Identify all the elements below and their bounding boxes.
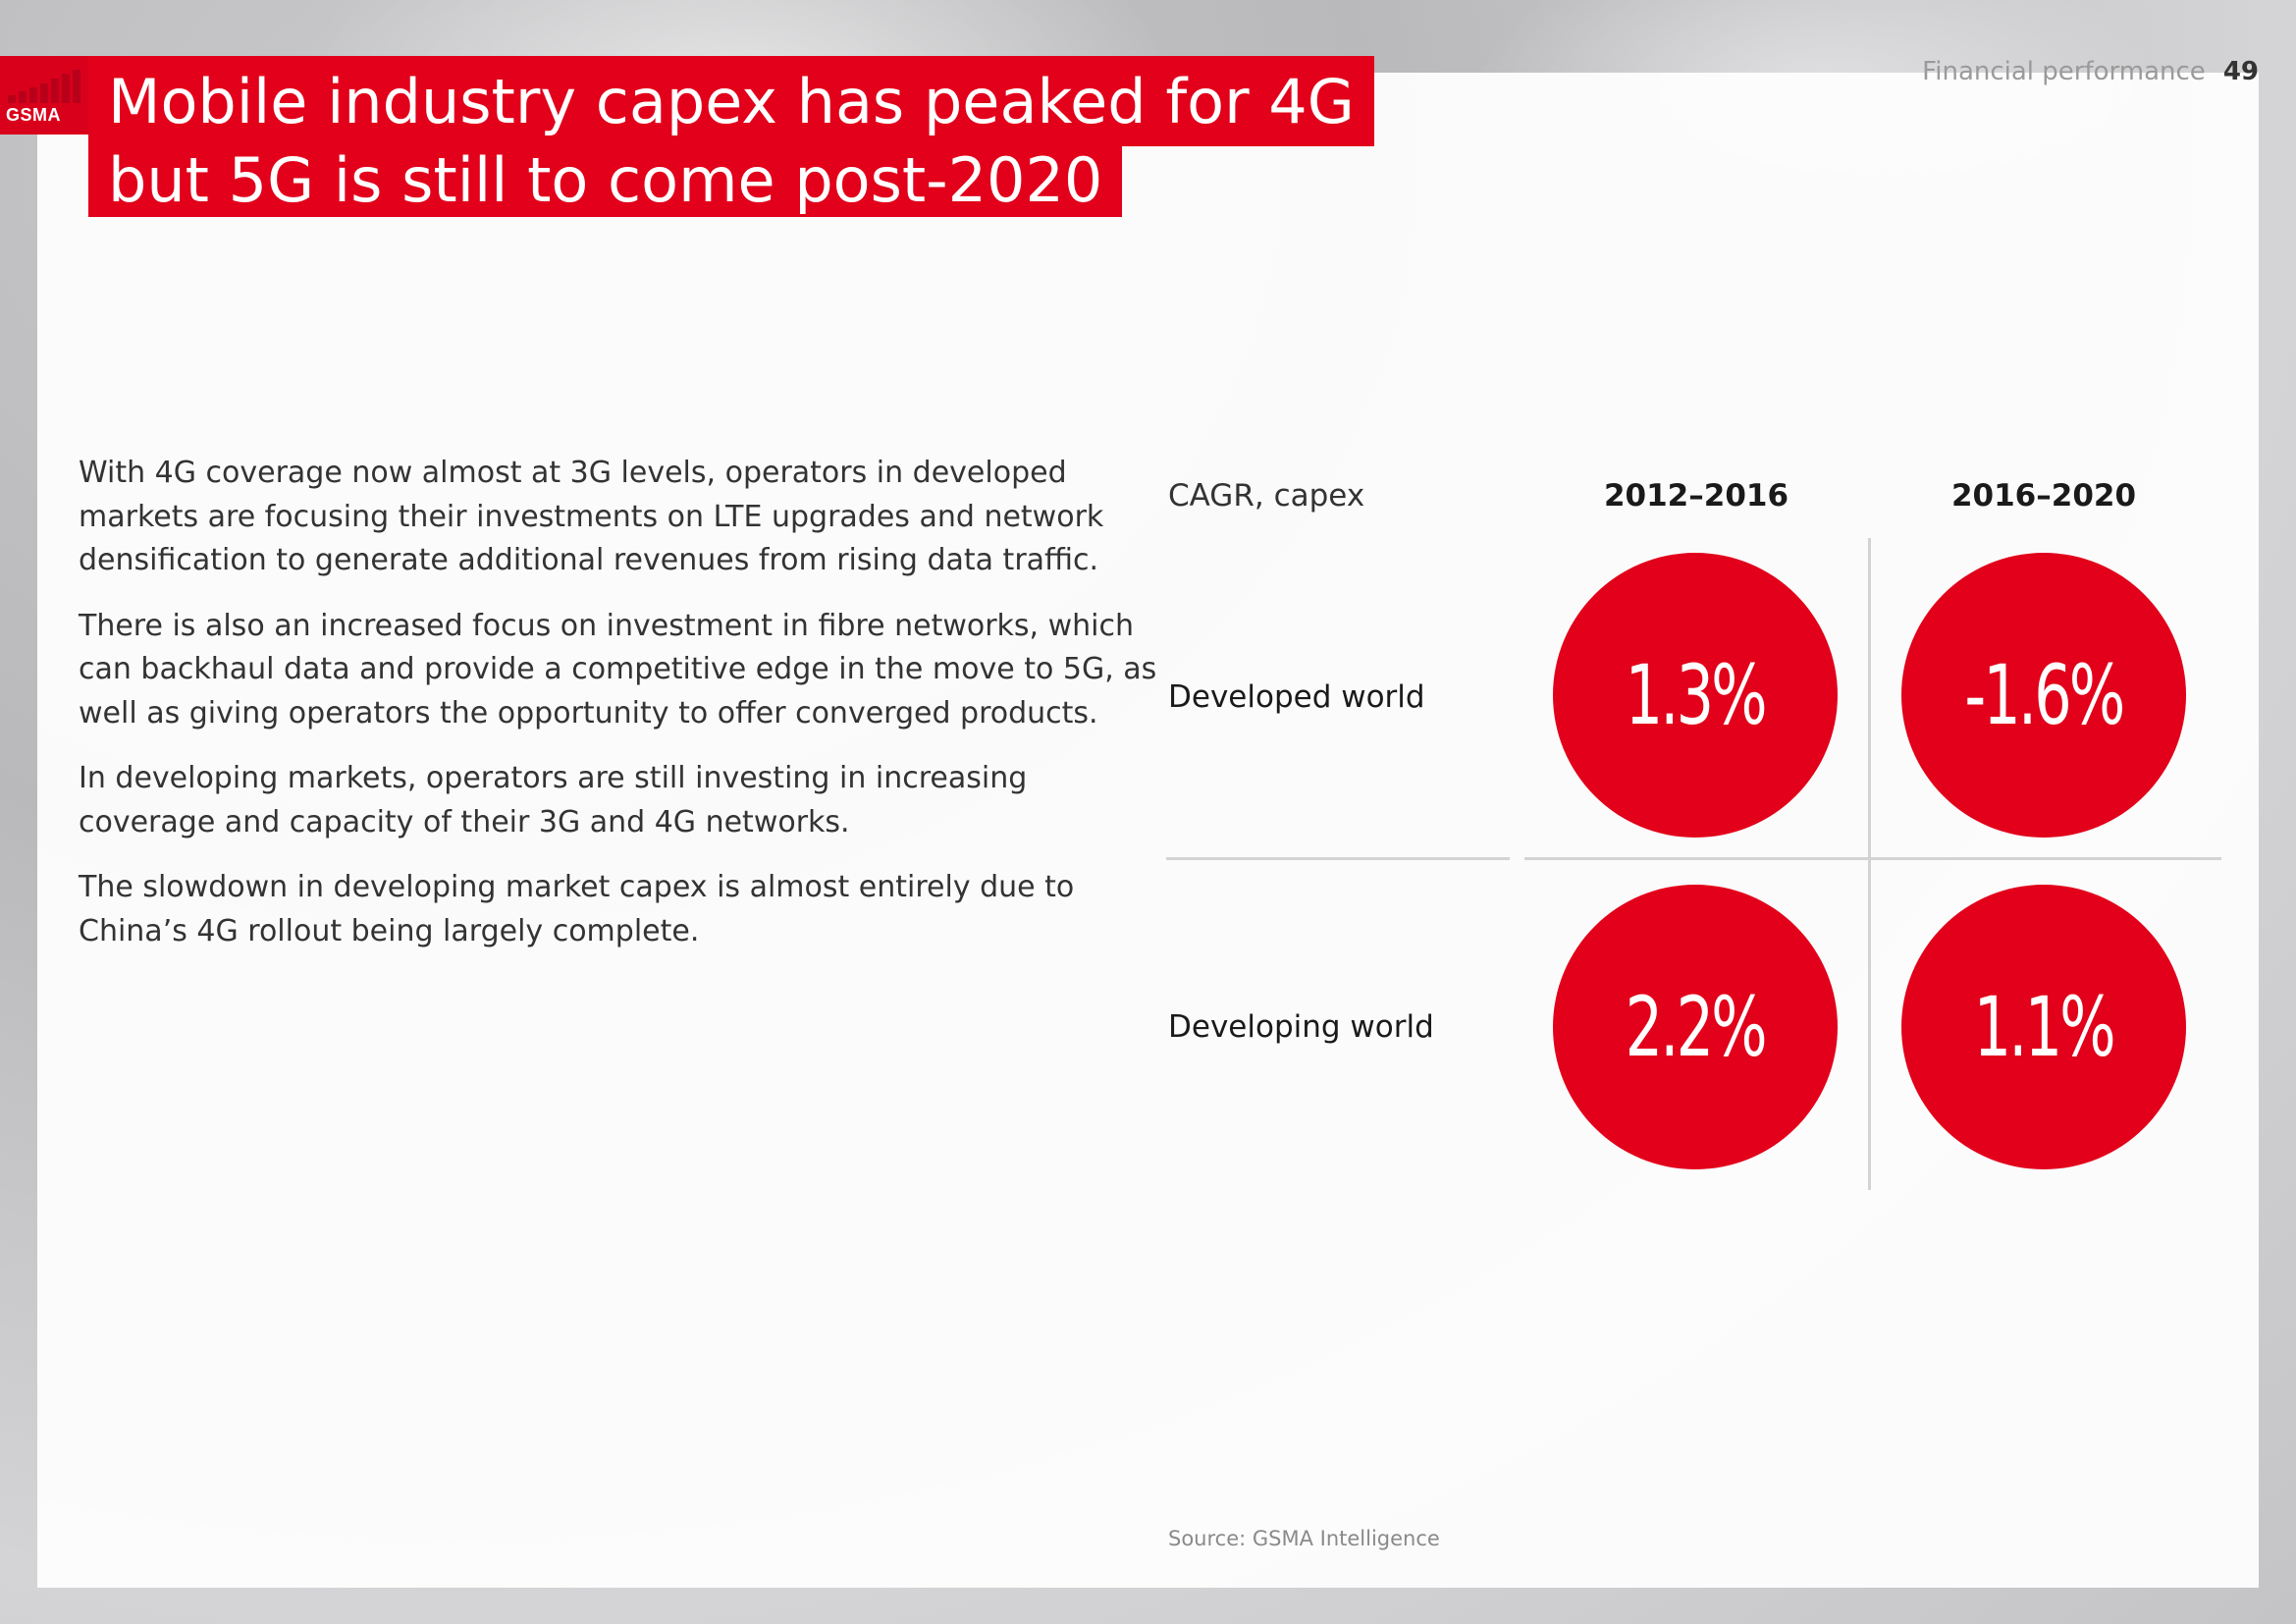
row-label-developing-world: Developing world [1168, 1009, 1434, 1045]
value-label: 1.1% [1973, 979, 2116, 1075]
paragraph: The slowdown in developing market capex … [79, 870, 1075, 948]
source-note: Source: GSMA Intelligence [1168, 1527, 1440, 1550]
value-label: 2.2% [1625, 979, 1768, 1075]
paragraph: With 4G coverage now almost at 3G levels… [79, 456, 1104, 577]
value-circle-developed-2016-2020: -1.6% [1901, 553, 2186, 838]
paragraph: In developing markets, operators are sti… [79, 761, 1028, 839]
content-panel [37, 73, 2259, 1588]
row-label-developed-world: Developed world [1168, 679, 1425, 715]
value-label: -1.6% [1964, 647, 2125, 743]
gsma-logo: GSMA [0, 56, 90, 135]
signal-bars-icon [8, 70, 80, 103]
value-circle-developing-2012-2016: 2.2% [1553, 885, 1838, 1169]
section-name: Financial performance [1922, 57, 2206, 86]
value-circle-developing-2016-2020: 1.1% [1901, 885, 2186, 1169]
value-circle-developed-2012-2016: 1.3% [1553, 553, 1838, 838]
body-text: With 4G coverage now almost at 3G levels… [79, 452, 1158, 975]
running-header: Financial performance 49 [1922, 57, 2259, 86]
grid-divider-horizontal [1166, 857, 1510, 860]
page-number: 49 [2222, 57, 2259, 86]
value-label: 1.3% [1625, 647, 1768, 743]
paragraph: There is also an increased focus on inve… [79, 608, 1157, 731]
page-title-line-1: Mobile industry capex has peaked for 4G [88, 56, 1374, 146]
column-header-2012-2016: 2012–2016 [1603, 478, 1789, 514]
grid-divider-horizontal [1524, 857, 2221, 860]
grid-divider-vertical [1868, 538, 1871, 1190]
logo-text: GSMA [6, 105, 61, 125]
column-header-2016-2020: 2016–2020 [1950, 478, 2137, 514]
table-title: CAGR, capex [1168, 478, 1365, 514]
page-title-line-2: but 5G is still to come post-2020 [88, 146, 1123, 217]
